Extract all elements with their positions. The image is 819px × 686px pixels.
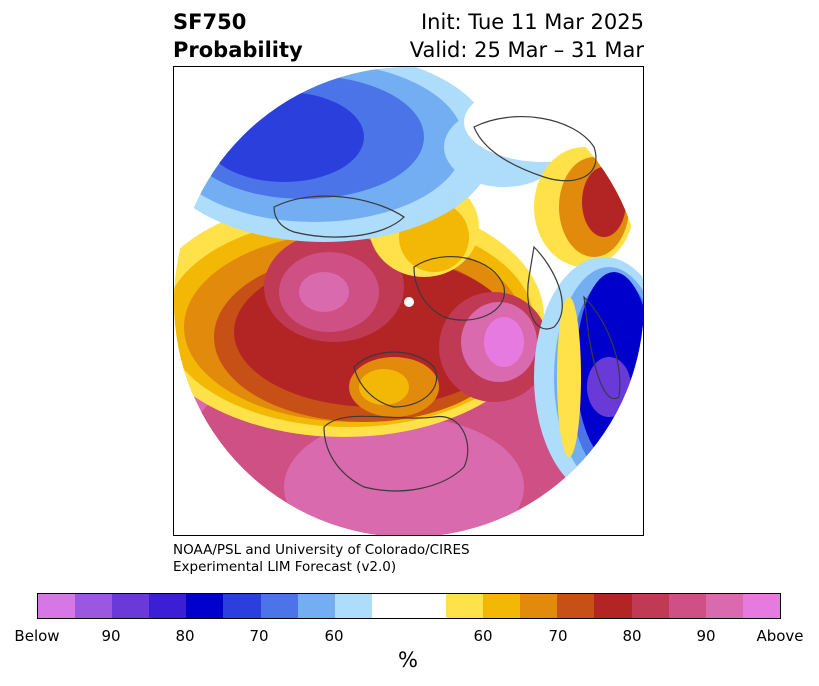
colorbar-segment bbox=[38, 594, 76, 618]
colorbar-segment bbox=[668, 594, 706, 618]
colorbar-segment bbox=[186, 594, 224, 618]
colorbar-segment bbox=[483, 594, 521, 618]
forecast-map-svg bbox=[174, 67, 643, 535]
tick-label: 80 bbox=[175, 627, 195, 645]
colorbar-unit: % bbox=[398, 648, 418, 672]
tick-label: 60 bbox=[473, 627, 493, 645]
colorbar-segment bbox=[75, 594, 113, 618]
colorbar-segment bbox=[260, 594, 298, 618]
tick-label: 90 bbox=[696, 627, 716, 645]
colorbar-segment bbox=[557, 594, 595, 618]
chart-title-left: SF750 Probability bbox=[173, 8, 303, 64]
title-variable: SF750 bbox=[173, 10, 247, 34]
colorbar-segment bbox=[297, 594, 335, 618]
colorbar-segment bbox=[446, 594, 484, 618]
tick-label: Below bbox=[14, 627, 60, 645]
colorbar-segment bbox=[705, 594, 743, 618]
credit-line-2: Experimental LIM Forecast (v2.0) bbox=[173, 559, 397, 575]
colorbar-segment bbox=[112, 594, 150, 618]
colorbar bbox=[37, 593, 781, 619]
polar-map bbox=[173, 66, 644, 536]
colorbar-segment bbox=[520, 594, 558, 618]
probability-shading bbox=[174, 67, 643, 535]
tick-label: 90 bbox=[101, 627, 121, 645]
credit-text: NOAA/PSL and University of Colorado/CIRE… bbox=[173, 542, 470, 576]
colorbar-segment bbox=[742, 594, 780, 618]
colorbar-segment bbox=[594, 594, 632, 618]
colorbar-segment bbox=[631, 594, 669, 618]
tick-label: 70 bbox=[548, 627, 568, 645]
coastlines bbox=[273, 116, 621, 492]
title-valid: Valid: 25 Mar – 31 Mar bbox=[409, 38, 644, 62]
colorbar-segment bbox=[223, 594, 261, 618]
colorbar-segment bbox=[334, 594, 372, 618]
title-init: Init: Tue 11 Mar 2025 bbox=[420, 10, 644, 34]
credit-line-1: NOAA/PSL and University of Colorado/CIRE… bbox=[173, 542, 470, 558]
chart-title-right: Init: Tue 11 Mar 2025 Valid: 25 Mar – 31… bbox=[410, 8, 644, 64]
tick-label: 60 bbox=[324, 627, 344, 645]
colorbar-segment bbox=[149, 594, 187, 618]
tick-label: Above bbox=[756, 627, 804, 645]
tick-label: 80 bbox=[622, 627, 642, 645]
pole-marker bbox=[404, 297, 414, 307]
title-type: Probability bbox=[173, 38, 303, 62]
tick-label: 70 bbox=[249, 627, 269, 645]
colorbar-segment bbox=[371, 594, 447, 618]
